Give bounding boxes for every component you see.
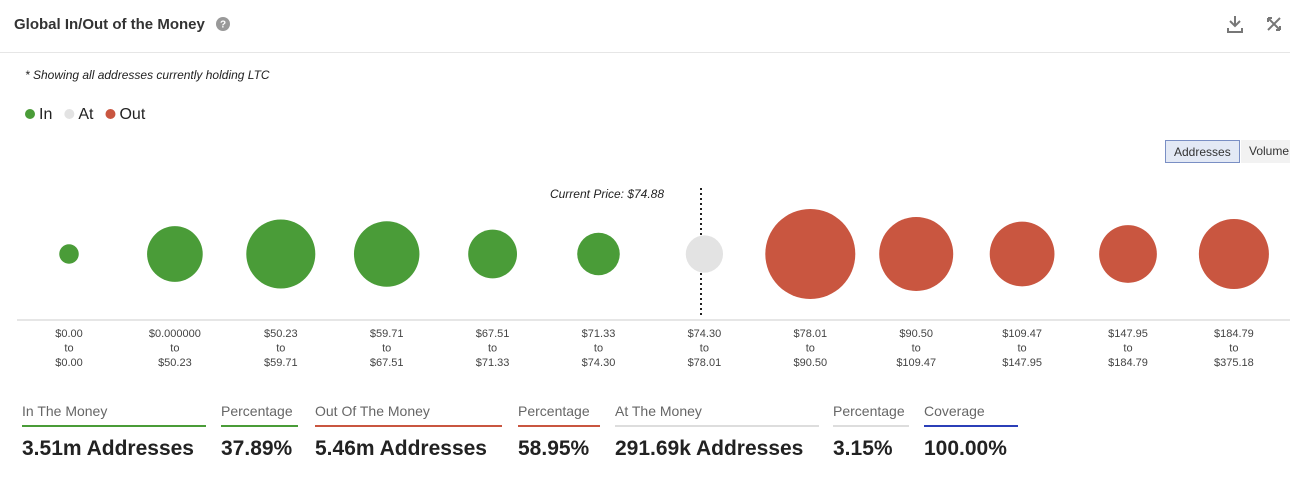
x-tick-label: $78.01 [793,328,827,340]
x-tick-label: to [64,342,73,354]
x-tick-label: to [1123,342,1132,354]
bubble [577,232,620,276]
x-tick-label: $71.33 [582,328,616,340]
x-tick-label: $59.71 [370,328,404,340]
x-tick-label: $375.18 [1214,357,1254,369]
x-tick-label: $78.01 [688,357,722,369]
stat: Percentage 58.95% [518,403,600,461]
x-tick-label: $184.79 [1214,328,1254,340]
x-tick-label: to [806,342,815,354]
legend-marker [25,109,35,119]
stat: Coverage 100.00% [924,403,1018,461]
x-tick-label: to [912,342,921,354]
x-tick-label: $147.95 [1002,357,1042,369]
legend-label: At [78,106,94,123]
x-tick-label: $50.23 [264,328,298,340]
stat: In The Money 3.51m Addresses [22,403,206,461]
bubble [353,221,420,287]
x-tick-label: $74.30 [688,328,722,340]
stat-label: Out Of The Money [315,403,502,427]
note: * Showing all addresses currently holdin… [25,68,270,82]
x-tick-label: to [488,342,497,354]
stat: At The Money 291.69k Addresses [615,403,819,461]
x-tick-label: to [170,342,179,354]
x-tick-label: $74.30 [582,357,616,369]
stat-label: At The Money [615,403,819,427]
stat-value: 3.51m Addresses [22,437,194,460]
bubble [879,216,954,292]
x-tick-label: $59.71 [264,357,298,369]
x-tick-label: to [276,342,285,354]
bubble [685,235,724,273]
volume-button[interactable]: Volume [1241,140,1290,163]
stat: Percentage 37.89% [221,403,298,461]
bubble [765,209,856,299]
x-tick-label: $0.00 [55,328,83,340]
stat-value: 3.15% [833,437,893,460]
x-tick-label: $184.79 [1108,357,1148,369]
stat-value: 5.46m Addresses [315,437,487,460]
bubble [59,244,79,264]
x-tick-label: to [1229,342,1238,354]
x-tick-label: $109.47 [1002,328,1042,340]
stat-label: Coverage [924,403,1018,427]
chart: Global In/Out of the Money ? * Showing a… [0,16,1290,369]
x-tick-label: $67.51 [370,357,404,369]
x-tick-label: $90.50 [899,328,933,340]
stat-label: Percentage [518,403,600,427]
help-icon[interactable] [216,17,230,31]
stat-value: 37.89% [221,437,293,460]
expand-icon[interactable] [1267,17,1281,31]
x-tick-label: $67.51 [476,328,510,340]
bubble [147,226,203,282]
x-tick-label: $50.23 [158,357,192,369]
download-icon[interactable] [1227,16,1243,33]
stat: Percentage 3.15% [833,403,909,461]
bubble [989,221,1055,287]
stat-label: In The Money [22,403,206,427]
stat-value: 291.69k Addresses [615,437,804,460]
x-tick-label: $109.47 [896,357,936,369]
bubble [1099,225,1157,283]
x-tick-label: to [1018,342,1027,354]
addresses-button[interactable]: Addresses [1165,140,1240,163]
x-tick-label: to [382,342,391,354]
x-tick-label: $0.000000 [149,328,201,340]
header-title: Global In/Out of the Money [14,16,205,33]
x-tick-label: $90.50 [793,357,827,369]
x-tick-label: $71.33 [476,357,510,369]
x-tick-label: to [700,342,709,354]
current-price-label: Current Price: $74.88 [550,187,664,201]
bubble [468,229,518,279]
help-icon-mark: ? [220,20,226,31]
legend-label: Out [119,106,145,123]
x-tick-label: $147.95 [1108,328,1148,340]
stat: Out Of The Money 5.46m Addresses [315,403,502,461]
legend-label: In [39,106,52,123]
stat-label: Percentage [221,403,298,427]
stat-value: 100.00% [924,437,1007,460]
legend-marker [105,109,116,119]
bubble [246,219,316,289]
legend-marker [64,109,75,119]
x-tick-label: to [594,342,603,354]
stat-value: 58.95% [518,437,590,460]
stat-label: Percentage [833,403,909,427]
bubble [1198,218,1269,290]
x-tick-label: $0.00 [55,357,83,369]
